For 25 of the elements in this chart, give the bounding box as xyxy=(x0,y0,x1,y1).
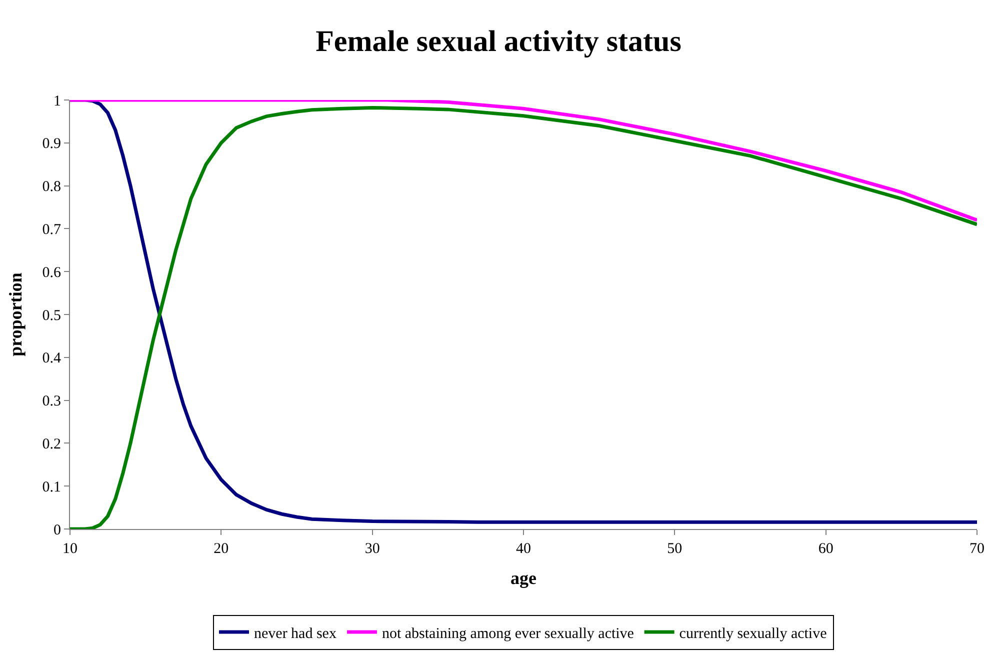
y-tick-label: 1 xyxy=(54,93,61,110)
legend-label: currently sexually active xyxy=(679,626,828,642)
legend-label: never had sex xyxy=(254,626,337,642)
legend-label: not abstaining among ever sexually active xyxy=(382,626,634,642)
y-tick-label: 0.6 xyxy=(42,264,62,281)
y-tick-label: 0 xyxy=(54,522,61,538)
x-tick-label: 50 xyxy=(667,541,682,557)
y-tick-label: 0.4 xyxy=(42,350,62,367)
chart-title: Female sexual activity status xyxy=(316,24,682,58)
x-axis-title: age xyxy=(510,568,536,588)
x-tick-label: 60 xyxy=(818,541,834,557)
line-series xyxy=(70,100,977,222)
y-tick-label: 0.7 xyxy=(42,222,62,238)
x-tick-label: 10 xyxy=(62,541,78,557)
y-tick-label: 0.5 xyxy=(42,308,61,324)
x-tick-label: 70 xyxy=(970,541,984,557)
y-tick-label: 0.8 xyxy=(42,179,61,196)
x-tick-label: 40 xyxy=(516,541,531,557)
y-tick-label: 0.3 xyxy=(42,394,61,410)
y-axis-title: proportion xyxy=(5,272,26,356)
x-tick-label: 20 xyxy=(214,541,229,557)
x-tick-label: 30 xyxy=(364,541,380,557)
y-tick-label: 0.2 xyxy=(42,436,61,452)
y-tick-label: 0.1 xyxy=(42,479,61,496)
y-tick-label: 0.9 xyxy=(42,136,61,152)
